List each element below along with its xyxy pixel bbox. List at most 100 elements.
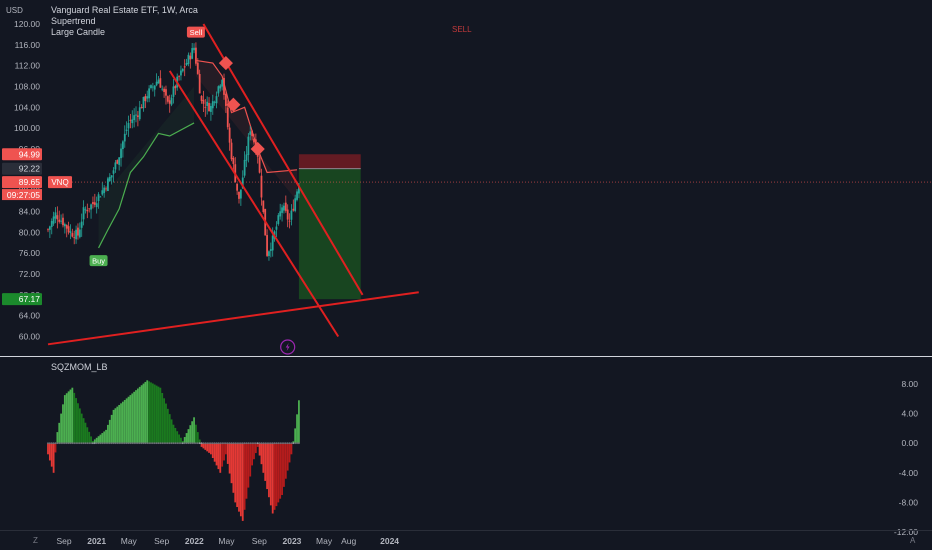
momentum-bar — [236, 443, 239, 508]
auto-scale-button[interactable]: A — [910, 536, 916, 545]
squeeze-dot — [204, 442, 207, 445]
candle-body — [217, 86, 220, 94]
candle-body — [78, 229, 81, 238]
price-axis[interactable]: 120.00116.00112.00108.00104.00100.0096.0… — [2, 19, 72, 342]
momentum-bar — [159, 387, 162, 444]
candle-body — [239, 189, 242, 199]
squeeze-dot — [253, 442, 255, 445]
momentum-histogram — [47, 380, 300, 521]
squeeze-dot — [251, 442, 254, 445]
squeeze-dot — [210, 442, 212, 445]
momentum-bar — [148, 381, 151, 444]
supertrend-down-line — [195, 59, 298, 174]
squeeze-dot — [226, 442, 229, 445]
candle-body — [204, 106, 207, 108]
candle-body — [221, 79, 224, 87]
squeeze-dot — [178, 442, 180, 445]
candle-body — [187, 54, 190, 64]
candle-body — [58, 219, 61, 222]
indicator-large-candle[interactable]: Large Candle — [51, 27, 106, 37]
squeeze-dot — [47, 442, 49, 445]
candle-body — [110, 175, 113, 178]
target-price-tag-text: 67.17 — [19, 294, 41, 304]
momentum-bar — [131, 393, 134, 444]
momentum-bar — [260, 443, 263, 465]
candle-body — [148, 88, 151, 99]
squeeze-dot — [129, 442, 132, 445]
momentum-bar — [284, 443, 287, 479]
squeeze-dot — [266, 442, 268, 445]
candle-body — [116, 160, 119, 164]
squeeze-dot — [108, 442, 111, 445]
supertrend-up-fill — [98, 86, 195, 248]
squeeze-dot — [95, 442, 98, 445]
momentum-bar — [151, 383, 154, 444]
momentum-bar — [202, 443, 205, 449]
momentum-bar — [254, 443, 257, 454]
squeeze-dot — [247, 442, 250, 445]
momentum-bar — [176, 431, 179, 444]
time-tick-label: 2022 — [185, 536, 204, 546]
momentum-bar — [268, 443, 270, 498]
price-tick-label: 108.00 — [14, 82, 40, 92]
momentum-bar — [279, 443, 282, 499]
momentum-bar — [170, 419, 173, 444]
candle-body — [163, 88, 165, 92]
momentum-bar — [77, 403, 79, 444]
candle-body — [166, 96, 169, 102]
candle-body — [200, 95, 203, 101]
candle-body — [93, 202, 96, 205]
candle-body — [236, 183, 239, 191]
momentum-bar — [228, 443, 231, 474]
momentum-bar — [48, 443, 51, 461]
momentum-bar — [92, 440, 94, 444]
momentum-bar — [294, 428, 297, 444]
chart-legend: Vanguard Real Estate ETF, 1W, Arca Super… — [51, 5, 198, 38]
momentum-bar — [185, 433, 188, 444]
squeeze-dot — [273, 442, 276, 445]
momentum-axis[interactable]: 8.00 4.00 0.00 -4.00 -8.00 -12.00 — [894, 379, 918, 537]
momentum-bar — [198, 439, 201, 444]
squeeze-dot — [93, 442, 96, 445]
momentum-bar — [230, 443, 233, 484]
trendline-1 — [168, 70, 340, 338]
squeeze-dot — [78, 442, 81, 445]
oscillator-title[interactable]: SQZMOM_LB — [51, 362, 108, 372]
indicator-supertrend[interactable]: Supertrend — [51, 16, 96, 26]
candle-body — [97, 194, 100, 201]
candle-body — [189, 55, 192, 60]
momentum-bar — [215, 443, 218, 466]
candle-body — [122, 141, 124, 150]
squeeze-dot — [161, 442, 164, 445]
squeeze-dot — [206, 442, 209, 445]
momentum-bar — [93, 439, 96, 444]
momentum-bar — [123, 400, 126, 444]
squeeze-dot — [268, 442, 270, 445]
candle-body — [210, 106, 212, 112]
position-tool[interactable] — [48, 154, 932, 300]
symbol-title[interactable]: Vanguard Real Estate ETF, 1W, Arca — [51, 5, 198, 15]
momentum-bar — [288, 443, 291, 463]
candle-body — [260, 175, 263, 198]
squeeze-dot — [238, 442, 240, 445]
momentum-bar — [84, 422, 87, 444]
candle-body — [211, 101, 214, 109]
squeeze-dot — [277, 442, 280, 445]
candle-body — [52, 216, 55, 224]
squeeze-dot — [260, 442, 263, 445]
time-axis[interactable]: Sep 2021 May Sep 2022 May Sep 2023 May Aug 2024 — [56, 536, 399, 546]
momentum-bar — [86, 427, 89, 444]
candle-body — [71, 233, 74, 237]
squeeze-dot — [181, 442, 184, 445]
trendlines-layer[interactable] — [47, 23, 419, 346]
squeeze-dot — [112, 442, 115, 445]
squeeze-dot — [80, 442, 83, 445]
candle-body — [243, 159, 246, 176]
momentum-bar — [178, 434, 180, 444]
timezone-button[interactable]: Z — [33, 536, 38, 545]
sell-signal-text: Sell — [190, 28, 203, 37]
candle-body — [56, 215, 59, 220]
candle-body — [161, 88, 164, 90]
momentum-bar — [281, 443, 283, 495]
